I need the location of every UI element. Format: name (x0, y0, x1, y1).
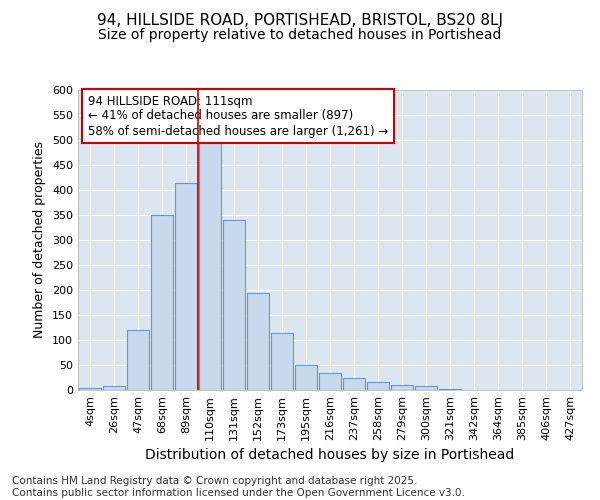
Bar (271, 332, 293, 390)
Bar (343, 378, 365, 390)
Bar (295, 365, 317, 390)
Bar (127, 330, 149, 390)
Bar (319, 372, 341, 390)
Text: Contains HM Land Registry data © Crown copyright and database right 2025.
Contai: Contains HM Land Registry data © Crown c… (12, 476, 465, 498)
Text: 94, HILLSIDE ROAD, PORTISHEAD, BRISTOL, BS20 8LJ: 94, HILLSIDE ROAD, PORTISHEAD, BRISTOL, … (97, 12, 503, 28)
Bar (391, 385, 413, 390)
Bar (415, 386, 437, 390)
Bar (175, 182, 197, 390)
Y-axis label: Number of detached properties: Number of detached properties (34, 142, 46, 338)
Bar (247, 292, 269, 390)
Bar (367, 382, 389, 390)
Bar (151, 215, 173, 390)
Bar (79, 388, 101, 390)
Bar (223, 220, 245, 390)
X-axis label: Distribution of detached houses by size in Portishead: Distribution of detached houses by size … (145, 448, 515, 462)
Bar (103, 386, 125, 390)
Text: 94 HILLSIDE ROAD: 111sqm
← 41% of detached houses are smaller (897)
58% of semi-: 94 HILLSIDE ROAD: 111sqm ← 41% of detach… (88, 94, 388, 138)
Bar (439, 388, 461, 390)
Bar (199, 140, 221, 390)
Text: Size of property relative to detached houses in Portishead: Size of property relative to detached ho… (98, 28, 502, 42)
